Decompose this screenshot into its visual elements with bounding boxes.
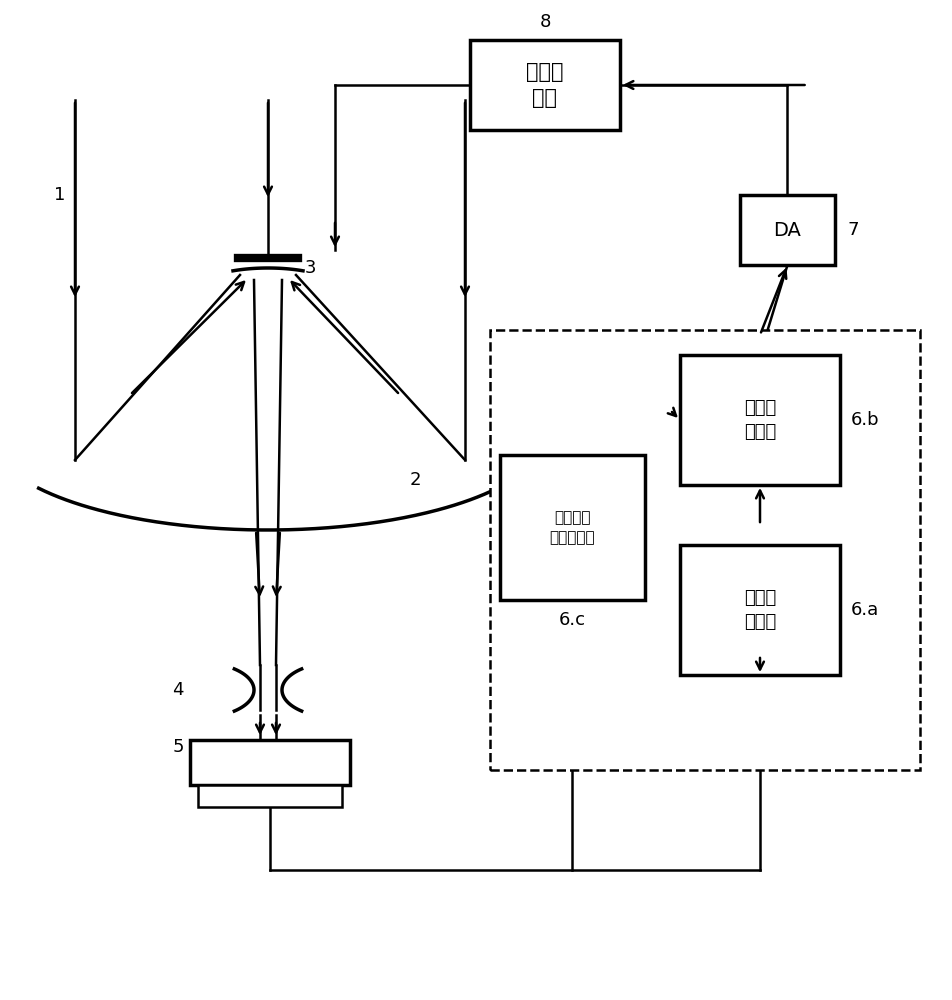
Text: 6.b: 6.b [850, 411, 879, 429]
Text: 3: 3 [304, 259, 315, 277]
Bar [489, 330, 919, 770]
Text: 高压放
大器: 高压放 大器 [526, 62, 564, 108]
Text: 矩阵运
算单元: 矩阵运 算单元 [744, 399, 775, 441]
Bar [680, 545, 839, 675]
Text: 光束测
量单元: 光束测 量单元 [744, 589, 775, 631]
Bar [198, 785, 342, 807]
Text: DA: DA [773, 221, 801, 239]
Text: 7: 7 [846, 221, 858, 239]
Bar [739, 195, 834, 265]
Bar [189, 740, 349, 785]
Bar [680, 355, 839, 485]
Text: 2: 2 [408, 471, 421, 489]
Text: 图像传感
器驱动单元: 图像传感 器驱动单元 [549, 510, 595, 545]
Bar [500, 455, 645, 600]
Text: 4: 4 [172, 681, 184, 699]
Text: 1: 1 [54, 186, 66, 204]
Text: 6.c: 6.c [558, 611, 585, 629]
Text: 6.a: 6.a [850, 601, 878, 619]
Bar [469, 40, 620, 130]
Text: 5: 5 [172, 738, 184, 756]
Text: 8: 8 [539, 13, 550, 31]
